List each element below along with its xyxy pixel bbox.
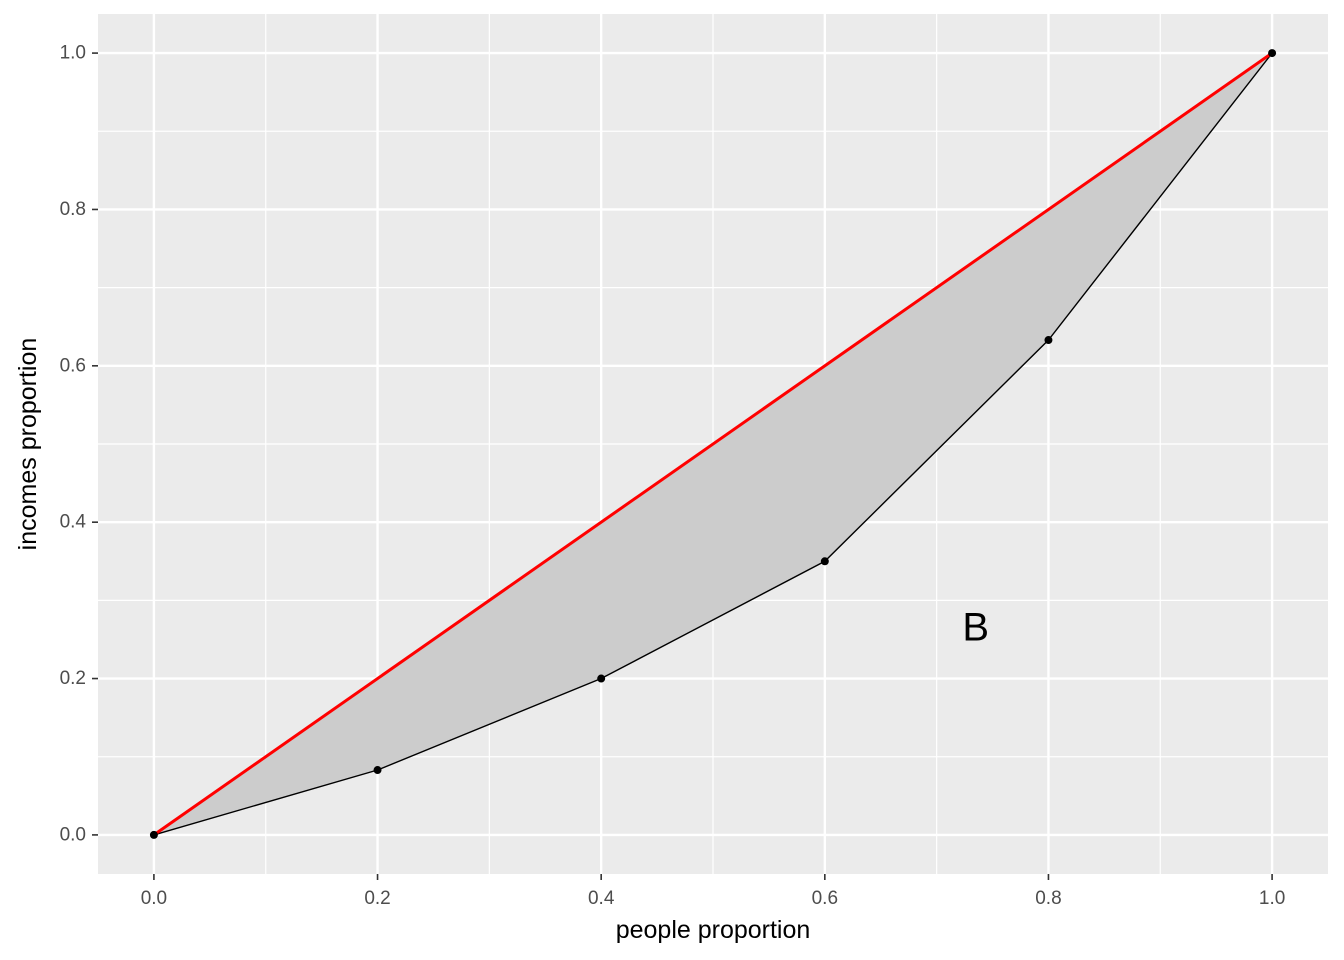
y-tick-label: 1.0 [60, 43, 86, 64]
equality-line-layer [153, 51, 1273, 837]
x-tick-label: 0.4 [588, 888, 615, 909]
y-tick-label: 0.0 [60, 824, 86, 845]
y-tick-label: 0.4 [60, 512, 87, 533]
lorenz-curve-line [153, 52, 1273, 836]
x-tick-label: 0.8 [1035, 888, 1061, 909]
x-tick-label: 1.0 [1259, 888, 1285, 909]
y-axis-ticks: 0.0 0.2 0.4 0.6 0.8 1.0 [60, 43, 98, 845]
y-axis-title: incomes proportion [14, 338, 42, 551]
lorenz-points-layer [149, 49, 1277, 839]
annotation-label: B [962, 606, 989, 650]
y-tick-label: 0.2 [60, 668, 86, 689]
x-tick-label: 0.0 [141, 888, 167, 909]
lorenz-point [1044, 336, 1053, 345]
lorenz-point [597, 674, 606, 683]
lorenz-point [149, 830, 158, 839]
x-tick-label: 0.6 [812, 888, 838, 909]
equality-line [153, 51, 1273, 837]
x-axis-ticks: 0.0 0.2 0.4 0.6 0.8 1.0 [141, 874, 1285, 909]
x-axis-title: people proportion [616, 916, 811, 944]
lorenz-point [1268, 49, 1277, 58]
lorenz-point [820, 557, 829, 566]
lorenz-point [373, 766, 382, 775]
annotation-layer: B [962, 606, 989, 650]
y-tick-label: 0.6 [60, 355, 86, 376]
x-tick-label: 0.2 [364, 888, 390, 909]
y-tick-label: 0.8 [60, 199, 86, 220]
lorenz-curve-layer [153, 52, 1273, 836]
